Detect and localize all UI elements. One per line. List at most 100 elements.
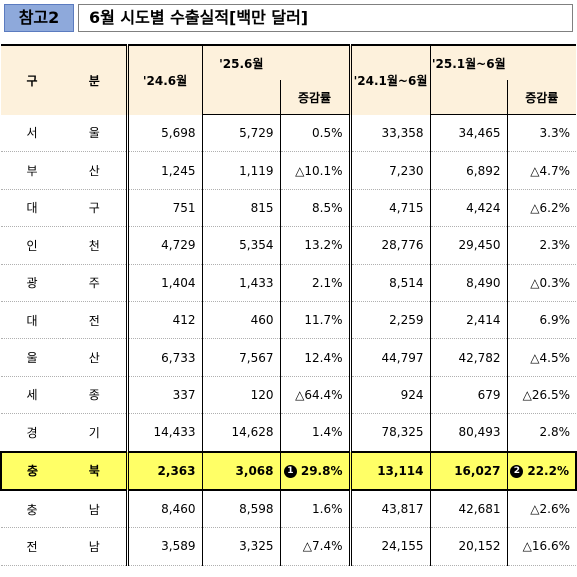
value-24-june: 337 <box>127 376 203 415</box>
rate-june: 1.4% <box>280 413 352 453</box>
value-24-june: 3,589 <box>127 527 203 566</box>
region-first-char: 충 <box>0 450 63 491</box>
value-24-ytd: 44,797 <box>350 338 431 377</box>
value-25-ytd: 6,892 <box>430 151 508 190</box>
value-24-june: 1,404 <box>127 264 203 302</box>
header-24-ytd: '24.1월~6월 <box>350 44 431 115</box>
value-25-ytd: 80,493 <box>430 413 508 453</box>
rate-ytd: △6.2% <box>507 189 576 228</box>
table-row: 광 주 1,404 1,433 2.1% 8,514 8,490 △0.3% <box>1 264 576 302</box>
rate-june: 1.6% <box>280 489 352 529</box>
region-second-char: 주 <box>63 264 129 302</box>
table-row: 대 구 751 815 8.5% 4,715 4,424 △6.2% <box>1 189 576 228</box>
region-first-char: 서 <box>1 114 63 153</box>
region-second-char: 기 <box>63 413 129 453</box>
value-25-ytd: 8,490 <box>430 264 508 302</box>
value-24-ytd: 7,230 <box>350 151 431 190</box>
value-25-june: 14,628 <box>202 413 281 453</box>
rate-june: △7.4% <box>280 527 352 566</box>
value-24-ytd: 78,325 <box>350 413 431 453</box>
region-first-char: 부 <box>1 151 63 190</box>
value-24-ytd: 33,358 <box>350 114 431 153</box>
rate-value: 22.2% <box>527 463 569 478</box>
value-24-june: 2,363 <box>127 450 203 491</box>
value-25-ytd: 29,450 <box>430 226 508 265</box>
region-first-char: 전 <box>1 527 63 566</box>
number-marker-icon: 1 <box>283 464 297 478</box>
value-24-june: 751 <box>127 189 203 228</box>
value-25-ytd: 16,027 <box>430 450 508 491</box>
region-second-char: 남 <box>63 527 129 566</box>
value-25-june: 3,068 <box>202 450 281 491</box>
value-25-ytd: 42,681 <box>430 489 508 529</box>
header-rate-2: 증감률 <box>506 80 576 115</box>
rate-ytd: △4.5% <box>507 338 576 377</box>
value-25-ytd: 42,782 <box>430 338 508 377</box>
value-25-june: 5,354 <box>202 226 281 265</box>
rate-ytd: △0.3% <box>507 264 576 302</box>
value-24-ytd: 2,259 <box>350 301 431 340</box>
rate-june: △10.1% <box>280 151 352 190</box>
value-24-june: 412 <box>127 301 203 340</box>
region-second-char: 울 <box>63 114 129 153</box>
value-25-june: 7,567 <box>202 338 281 377</box>
region-first-char: 광 <box>1 264 63 302</box>
value-25-ytd: 34,465 <box>430 114 508 153</box>
value-25-ytd: 679 <box>430 376 508 415</box>
table-row: 울 산 6,733 7,567 12.4% 44,797 42,782 △4.5% <box>1 338 576 377</box>
region-second-char: 천 <box>63 226 129 265</box>
value-25-june: 460 <box>202 301 281 340</box>
page-title: 6월 시도별 수출실적[백만 달러] <box>78 4 573 32</box>
rate-june: 12.4% <box>280 338 352 377</box>
region-first-char: 대 <box>1 301 63 340</box>
header-spacer-4 <box>430 80 508 115</box>
rate-ytd: 6.9% <box>507 301 576 340</box>
rate-june: 8.5% <box>280 189 352 228</box>
rate-ytd: 3.3% <box>507 114 576 153</box>
region-second-char: 종 <box>63 376 129 415</box>
table-row: 전 남 3,589 3,325 △7.4% 24,155 20,152 △16.6% <box>1 527 576 566</box>
region-second-char: 전 <box>63 301 129 340</box>
rate-june: 11.7% <box>280 301 352 340</box>
region-first-char: 인 <box>1 226 63 265</box>
export-table: 구 분 '24.6월 '25.6월 '24.1월~6월 '25.1월~6월 증감… <box>0 44 577 566</box>
header-rate-1: 증감률 <box>279 80 352 115</box>
region-first-char: 울 <box>1 338 63 377</box>
rate-ytd: 2.3% <box>507 226 576 265</box>
header-spacer-2 <box>507 44 576 80</box>
rate-ytd: △2.6% <box>507 489 576 529</box>
rate-june: 2.1% <box>280 264 352 302</box>
rate-ytd: △26.5% <box>507 376 576 415</box>
value-24-june: 4,729 <box>127 226 203 265</box>
rate-june: △64.4% <box>280 376 352 415</box>
value-25-ytd: 20,152 <box>430 527 508 566</box>
value-25-june: 120 <box>202 376 281 415</box>
value-25-june: 3,325 <box>202 527 281 566</box>
region-first-char: 충 <box>1 489 63 529</box>
table-row: 충 남 8,460 8,598 1.6% 43,817 42,681 △2.6% <box>1 489 576 529</box>
value-25-june: 815 <box>202 189 281 228</box>
header-spacer-1 <box>280 44 352 80</box>
table-row: 경 기 14,433 14,628 1.4% 78,325 80,493 2.8% <box>1 413 576 453</box>
value-24-ytd: 8,514 <box>350 264 431 302</box>
region-second-char: 북 <box>63 450 129 491</box>
rate-june: 1 29.8% <box>280 450 352 491</box>
value-25-june: 8,598 <box>202 489 281 529</box>
rate-ytd: △4.7% <box>507 151 576 190</box>
rate-june: 0.5% <box>280 114 352 153</box>
header-bun: 분 <box>63 44 129 115</box>
number-marker-icon: 2 <box>510 464 524 478</box>
region-second-char: 구 <box>63 189 129 228</box>
table-row: 세 종 337 120 △64.4% 924 679 △26.5% <box>1 376 576 415</box>
header-24-june: '24.6월 <box>127 44 203 115</box>
value-24-ytd: 24,155 <box>350 527 431 566</box>
header-gu: 구 <box>1 44 63 115</box>
reference-label: 참고2 <box>4 4 74 32</box>
value-25-june: 1,119 <box>202 151 281 190</box>
header-25-ytd: '25.1월~6월 <box>430 44 507 80</box>
region-first-char: 대 <box>1 189 63 228</box>
header-spacer-3 <box>202 80 281 115</box>
region-second-char: 산 <box>63 151 129 190</box>
value-25-june: 1,433 <box>202 264 281 302</box>
table-row: 충 북 2,363 3,068 1 29.8% 13,114 16,027 2 22.2% <box>0 450 577 491</box>
